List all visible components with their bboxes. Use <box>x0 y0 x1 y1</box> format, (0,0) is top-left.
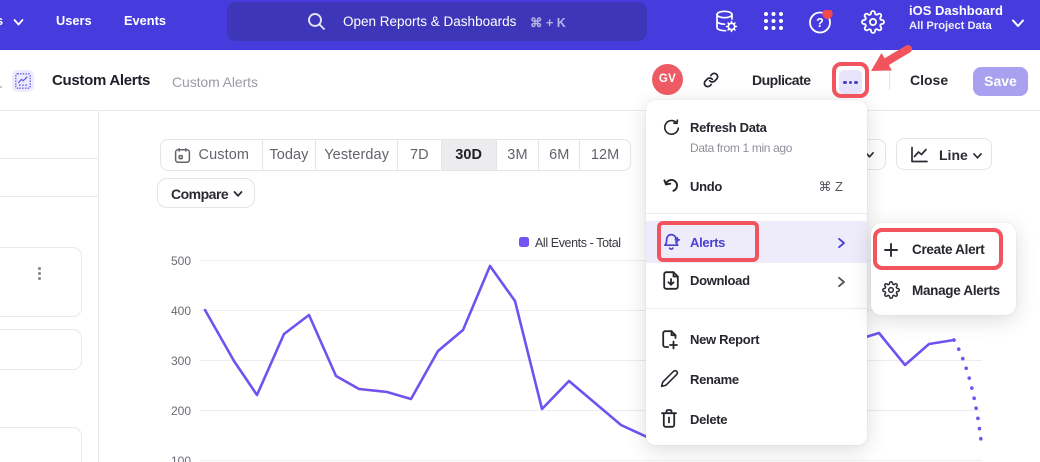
svg-text:?: ? <box>816 16 824 30</box>
svg-text:300: 300 <box>171 354 191 368</box>
svg-text:500: 500 <box>171 254 191 268</box>
svg-text:200: 200 <box>171 404 191 418</box>
svg-text:100: 100 <box>171 454 191 462</box>
svg-text:400: 400 <box>171 304 191 318</box>
